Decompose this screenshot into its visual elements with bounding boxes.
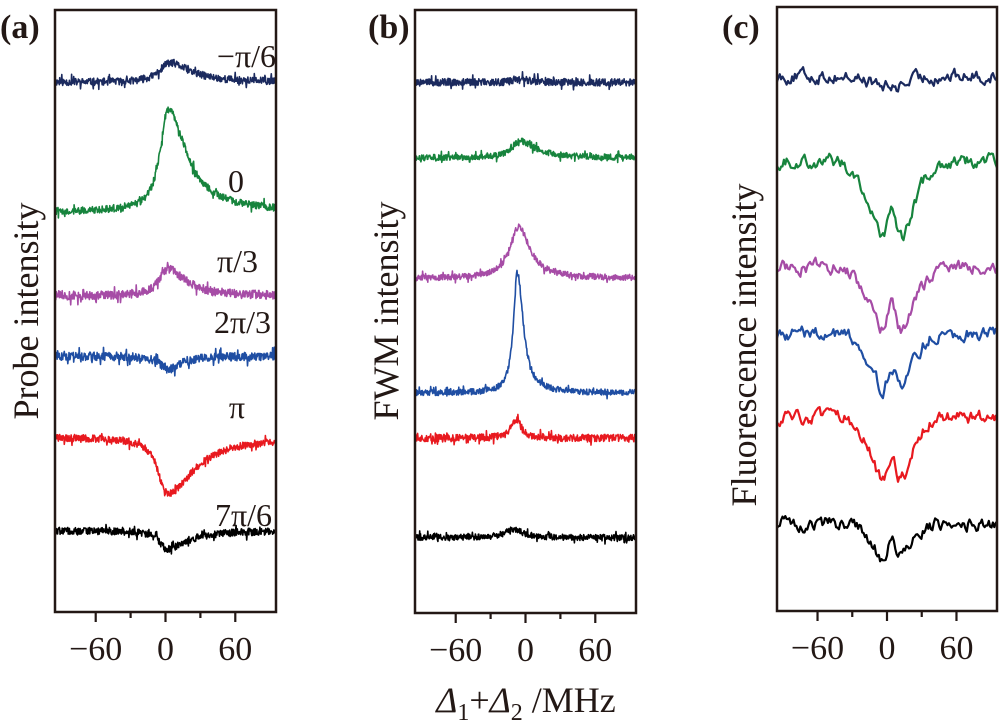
series-line-3: [54, 261, 277, 306]
x-tick-label: 60: [939, 630, 973, 667]
panel-label-b: (b): [368, 9, 410, 46]
panel-a: (a) Probe intensity −60 0 60 −π/6 0 π/3 2π…: [0, 8, 278, 668]
x-ticks-b: −60 0 60: [429, 613, 612, 669]
x-tick-label: 60: [218, 631, 252, 668]
x-tick-label: −60: [791, 630, 844, 667]
series-line-4: [54, 346, 277, 377]
traces-b: [414, 71, 637, 545]
series-line-6: [414, 526, 637, 545]
x-title-delta-2: Δ: [488, 680, 511, 720]
x-ticks-a: −60 0 60: [69, 612, 252, 668]
x-title-delta-1: Δ: [434, 680, 457, 720]
trace-label: −π/6: [217, 38, 276, 74]
series-line-2: [54, 106, 277, 219]
series-line-2: [776, 152, 999, 242]
trace-label: 0: [228, 163, 244, 199]
series-line-6: [776, 515, 998, 563]
x-ticks-c: −60 0 60: [791, 611, 973, 667]
trace-label: 2π/3: [214, 304, 271, 340]
traces-a: [54, 58, 277, 555]
series-line-4: [414, 269, 637, 400]
x-title-sub-2: 2: [511, 700, 523, 725]
trace-label: π/3: [217, 243, 258, 279]
series-line-5: [414, 413, 637, 446]
y-axis-title-a: Probe intensity: [6, 203, 46, 420]
series-line-1: [414, 71, 637, 91]
trace-labels-a: −π/6 0 π/3 2π/3 π 7π/6: [214, 38, 276, 533]
series-line-1: [775, 66, 997, 93]
traces-c: [775, 66, 999, 563]
x-tick-label: 0: [879, 630, 896, 667]
trace-label: π: [229, 389, 245, 425]
series-line-3: [414, 223, 637, 284]
series-line-1: [54, 58, 277, 91]
series-line-2: [414, 137, 637, 164]
panel-label-c: (c): [722, 9, 760, 46]
panel-label-a: (a): [0, 9, 40, 46]
x-title-plus: +: [469, 680, 489, 720]
x-tick-label: 60: [578, 632, 612, 669]
y-axis-title-c: Fluorescence intensity: [724, 184, 764, 507]
x-title-unit: /MHz: [523, 680, 616, 720]
series-line-5: [54, 432, 277, 497]
panel-b: (b) FWM intensity −60 0 60 Δ1+Δ2 /MHz: [366, 8, 638, 725]
panel-c: (c) Fluorescence intensity −60 0 60: [722, 5, 999, 667]
x-title-sub-1: 1: [457, 700, 469, 725]
series-line-4: [775, 325, 999, 400]
x-tick-label: 0: [157, 631, 174, 668]
x-tick-label: −60: [69, 631, 122, 668]
plot-frame-b: [413, 8, 638, 615]
series-line-6: [54, 523, 277, 555]
x-axis-title: Δ1+Δ2 /MHz: [434, 680, 616, 725]
y-axis-title-b: FWM intensity: [366, 201, 406, 420]
series-line-3: [776, 256, 999, 334]
series-line-5: [776, 406, 999, 483]
x-tick-label: 0: [517, 632, 534, 669]
trace-label: 7π/6: [215, 497, 272, 533]
x-tick-label: −60: [429, 632, 482, 669]
